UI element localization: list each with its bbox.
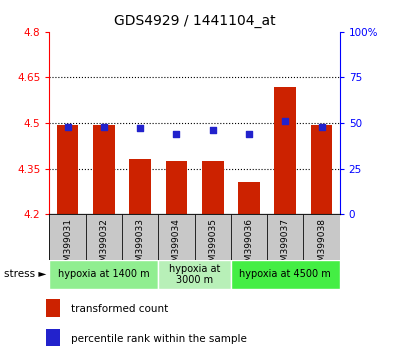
Bar xyxy=(267,214,303,260)
Point xyxy=(101,124,107,130)
Text: transformed count: transformed count xyxy=(71,304,168,314)
Text: hypoxia at 4500 m: hypoxia at 4500 m xyxy=(239,269,331,279)
Point xyxy=(209,127,216,133)
Bar xyxy=(238,182,260,214)
Text: hypoxia at
3000 m: hypoxia at 3000 m xyxy=(169,263,220,285)
Bar xyxy=(275,87,296,214)
Bar xyxy=(158,214,194,260)
Text: hypoxia at 1400 m: hypoxia at 1400 m xyxy=(58,269,150,279)
Bar xyxy=(47,299,60,317)
Bar xyxy=(231,260,340,289)
Title: GDS4929 / 1441104_at: GDS4929 / 1441104_at xyxy=(114,14,275,28)
Text: GSM399033: GSM399033 xyxy=(135,218,145,273)
Text: GSM399036: GSM399036 xyxy=(245,218,254,273)
Point xyxy=(64,124,71,130)
Bar xyxy=(311,125,333,214)
Point xyxy=(173,131,180,137)
Bar xyxy=(303,214,340,260)
Text: GSM399037: GSM399037 xyxy=(281,218,290,273)
Point xyxy=(318,124,325,130)
Text: GSM399034: GSM399034 xyxy=(172,218,181,273)
Bar xyxy=(86,214,122,260)
Bar xyxy=(194,214,231,260)
Bar xyxy=(158,260,231,289)
Bar xyxy=(93,125,115,214)
Text: GSM399031: GSM399031 xyxy=(63,218,72,273)
Bar xyxy=(49,260,158,289)
Bar xyxy=(166,161,187,214)
Bar xyxy=(231,214,267,260)
Bar xyxy=(202,161,224,214)
Text: percentile rank within the sample: percentile rank within the sample xyxy=(71,333,246,343)
Bar xyxy=(122,214,158,260)
Point xyxy=(282,118,288,124)
Bar xyxy=(56,125,78,214)
Point xyxy=(137,126,143,131)
Point xyxy=(246,131,252,137)
Bar xyxy=(47,329,60,346)
Bar xyxy=(129,160,151,214)
Text: stress ►: stress ► xyxy=(4,269,46,279)
Bar xyxy=(49,214,86,260)
Text: GSM399038: GSM399038 xyxy=(317,218,326,273)
Text: GSM399032: GSM399032 xyxy=(99,218,108,273)
Text: GSM399035: GSM399035 xyxy=(208,218,217,273)
